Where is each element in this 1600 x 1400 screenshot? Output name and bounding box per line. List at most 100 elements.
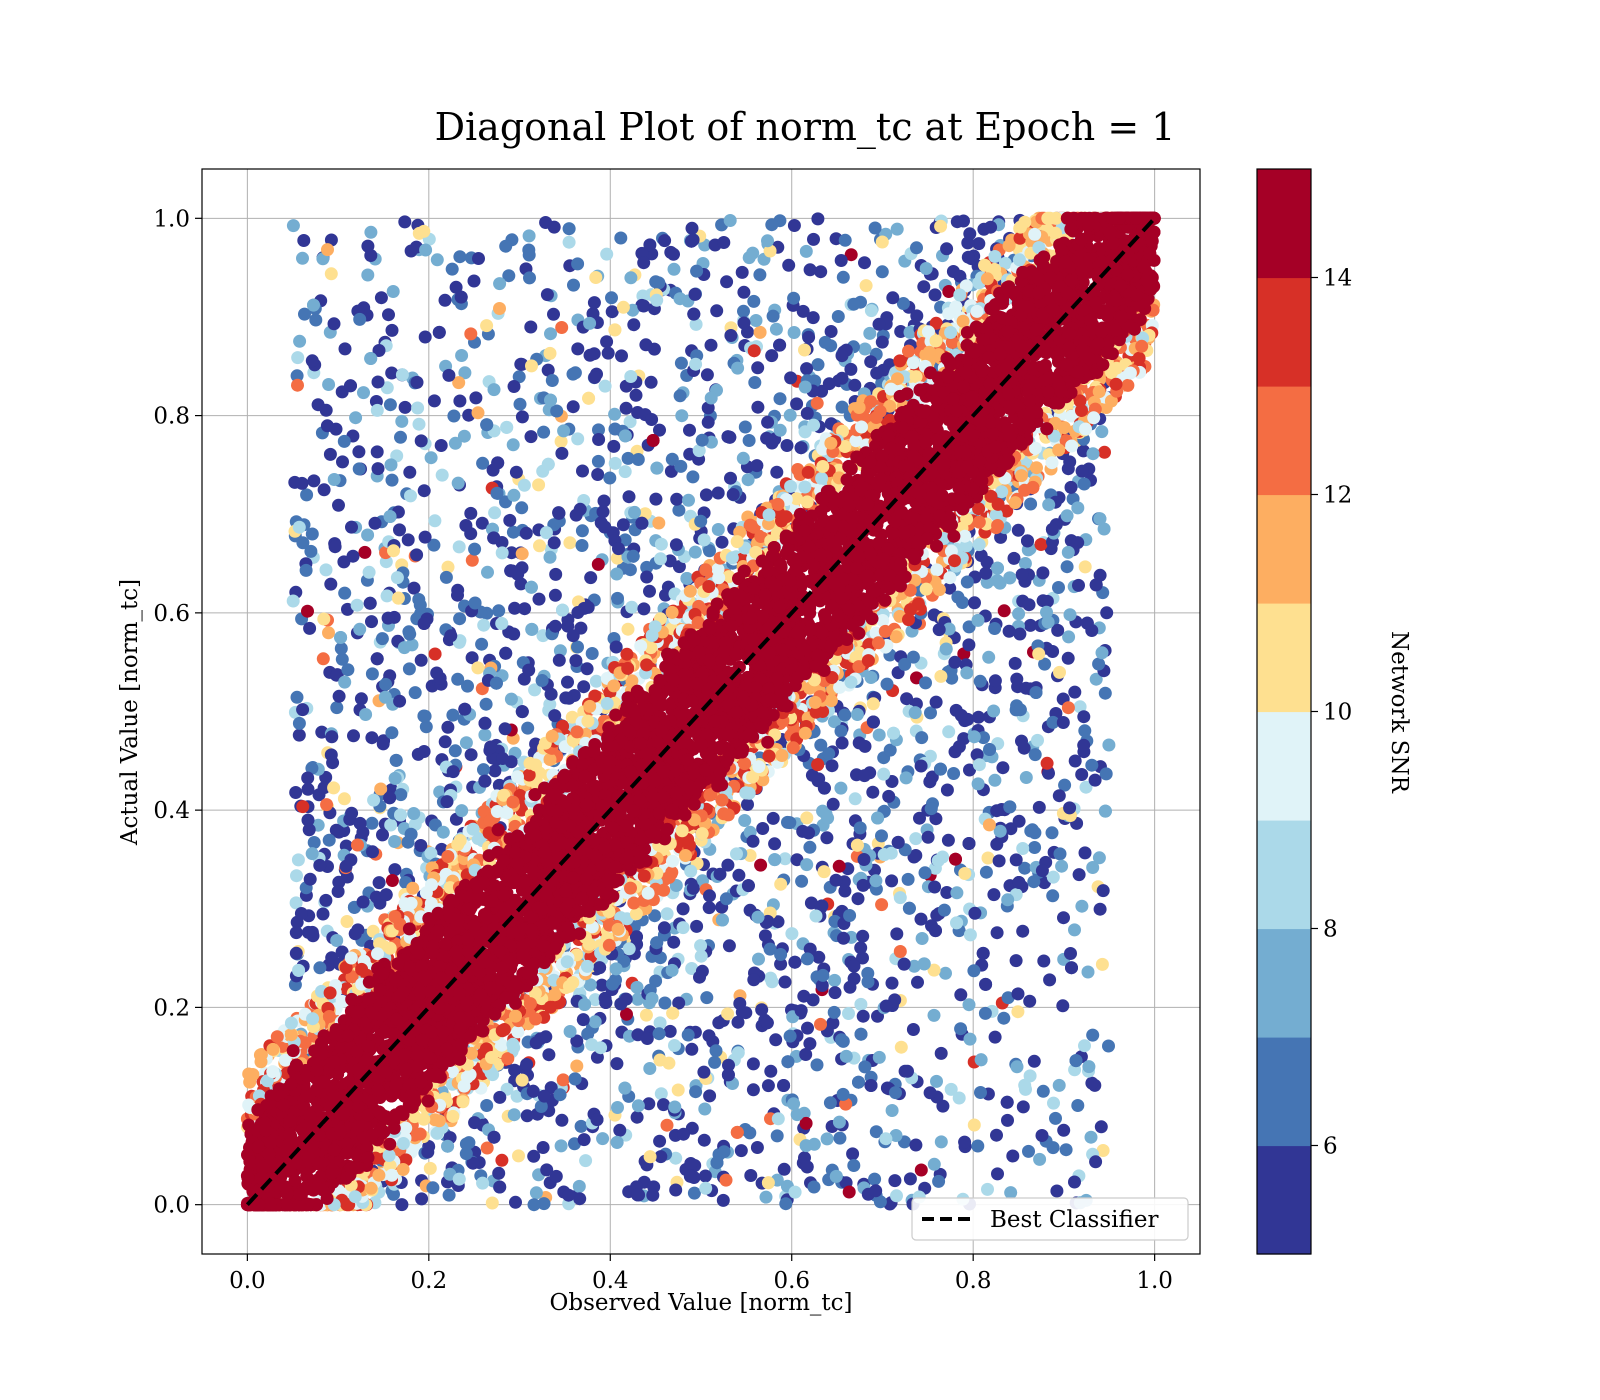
scatter-point	[837, 931, 850, 945]
scatter-point	[784, 371, 798, 385]
scatter-point	[777, 1162, 791, 1176]
scatter-point	[699, 488, 713, 502]
scatter-point	[1016, 1100, 1030, 1114]
scatter-point	[1086, 861, 1100, 874]
scatter-point	[934, 762, 947, 776]
scatter-point	[715, 535, 729, 549]
scatter-point	[513, 397, 527, 411]
scatter-point	[962, 638, 976, 652]
scatter-point	[593, 961, 607, 975]
scatter-point	[457, 429, 471, 443]
scatter-point	[981, 1182, 994, 1196]
scatter-point	[988, 622, 1002, 635]
scatter-point	[711, 523, 725, 536]
scatter-point	[480, 1141, 494, 1155]
scatter-point	[761, 1079, 775, 1093]
scatter-point	[833, 1131, 847, 1145]
scatter-point	[555, 446, 569, 460]
scatter-point	[834, 781, 848, 795]
scatter-point	[365, 615, 378, 629]
scatter-point	[583, 978, 597, 992]
scatter-point	[370, 445, 384, 459]
scatter-point	[868, 221, 882, 235]
scatter-point	[930, 1074, 943, 1088]
scatter-point	[506, 438, 520, 452]
scatter-point	[481, 565, 494, 579]
scatter-point	[561, 675, 574, 689]
scatter-point	[1011, 1005, 1025, 1019]
scatter-point	[858, 342, 872, 356]
scatter-point	[368, 516, 382, 530]
scatter-point	[359, 708, 373, 721]
scatter-point	[380, 589, 394, 603]
scatter-point	[699, 563, 713, 577]
scatter-point	[972, 758, 986, 772]
scatter-point	[340, 915, 354, 928]
scatter-point	[1078, 1039, 1091, 1053]
scatter-point	[433, 671, 447, 685]
scatter-point	[442, 368, 456, 382]
scatter-point	[798, 425, 812, 439]
scatter-point	[914, 1163, 928, 1177]
scatter-point	[650, 936, 664, 950]
scatter-point	[393, 523, 406, 537]
scatter-point	[660, 907, 674, 921]
scatter-point	[652, 516, 666, 530]
scatter-point	[524, 580, 538, 594]
scatter-point	[532, 478, 546, 492]
scatter-point	[1040, 756, 1054, 770]
scatter-point	[1093, 902, 1107, 916]
scatter-point	[307, 836, 321, 849]
scatter-point	[522, 229, 536, 243]
scatter-point	[800, 858, 814, 872]
scatter-point	[811, 212, 825, 226]
scatter-point	[364, 249, 378, 262]
scatter-point	[987, 704, 1001, 718]
scatter-point	[411, 401, 425, 415]
scatter-point	[358, 545, 372, 559]
scatter-point	[533, 539, 546, 553]
scatter-point	[889, 1086, 902, 1100]
scatter-point	[611, 1101, 624, 1114]
scatter-point	[1015, 568, 1029, 582]
scatter-point	[415, 1192, 429, 1206]
scatter-point	[507, 380, 521, 393]
scatter-point	[693, 970, 706, 984]
scatter-point	[446, 1109, 460, 1123]
scatter-point	[589, 674, 603, 688]
scatter-point	[556, 1073, 570, 1087]
scatter-point	[807, 1180, 821, 1194]
scatter-point	[370, 652, 384, 666]
scatter-point	[848, 792, 862, 806]
scatter-point	[858, 256, 871, 270]
scatter-point	[908, 706, 922, 720]
scatter-point	[361, 268, 375, 282]
scatter-point	[682, 493, 695, 507]
scatter-point	[562, 1188, 576, 1202]
scatter-point	[856, 1009, 870, 1023]
scatter-point	[991, 561, 1004, 575]
scatter-point	[434, 439, 448, 452]
scatter-point	[1042, 766, 1055, 780]
scatter-point	[591, 468, 605, 481]
scatter-point	[834, 254, 848, 267]
scatter-point	[997, 604, 1011, 618]
scatter-point	[947, 767, 961, 780]
scatter-point	[290, 369, 304, 383]
scatter-point	[911, 975, 924, 989]
scatter-point	[492, 1166, 506, 1180]
scatter-point	[615, 349, 628, 363]
scatter-point	[1023, 618, 1037, 632]
scatter-point	[1021, 534, 1034, 548]
scatter-point	[683, 1169, 697, 1183]
scatter-point	[761, 234, 774, 248]
scatter-point	[365, 667, 379, 681]
scatter-point	[649, 492, 663, 506]
scatter-point	[652, 1027, 666, 1041]
scatter-point	[468, 1116, 482, 1130]
scatter-point	[493, 1090, 507, 1104]
scatter-point	[464, 506, 478, 520]
scatter-point	[493, 1180, 507, 1194]
scatter-point	[914, 759, 928, 773]
scatter-point	[747, 344, 761, 358]
